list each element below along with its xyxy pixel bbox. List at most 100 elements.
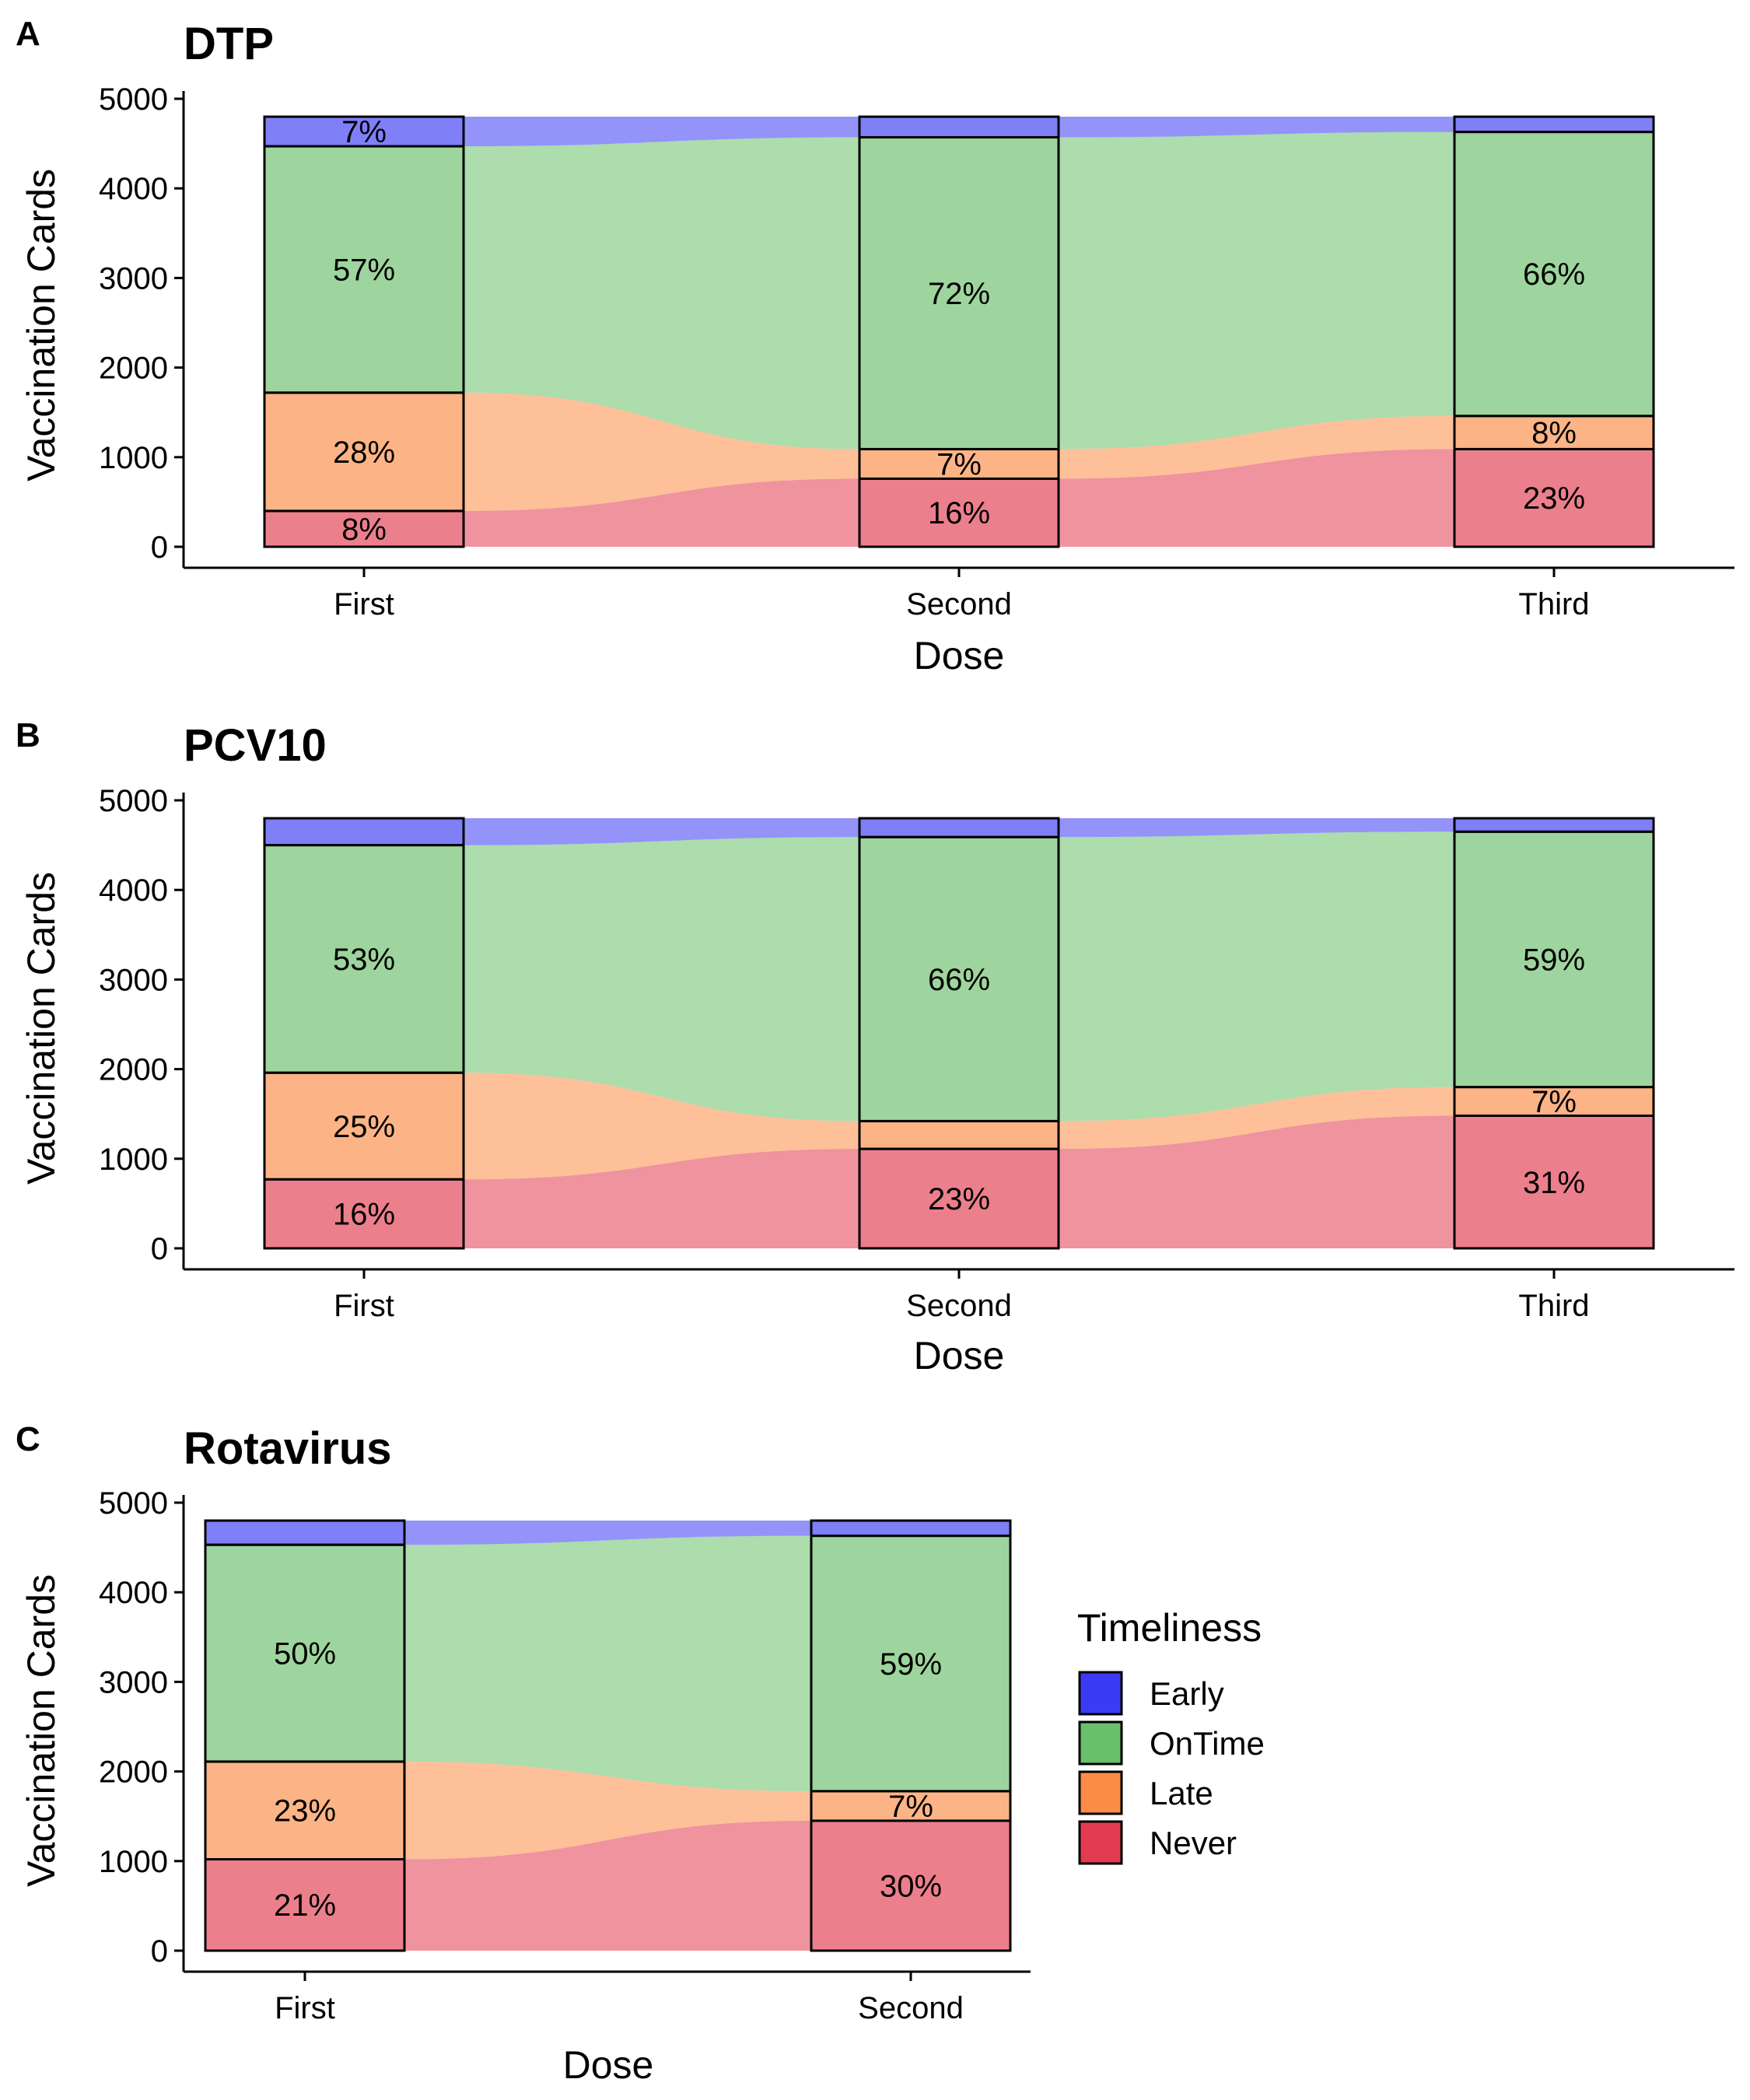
- bar-segment-never-third: [1453, 1115, 1655, 1250]
- y-tick-label: 2000: [99, 352, 168, 386]
- flow-early-first-to-second: [464, 117, 859, 147]
- bar-segment-late-first: [263, 391, 465, 513]
- axes-c: 0 1000 2000 3000 4000 5000 First Second: [99, 1486, 1031, 2025]
- flow-never-second-to-third: [1059, 449, 1454, 547]
- flow-ontime-second-to-third: [1059, 131, 1454, 450]
- flow-ontime-first-to-second: [404, 1535, 811, 1791]
- x-tick-label-first: First: [334, 1289, 394, 1323]
- bar-segment-ontime-first: [263, 145, 465, 394]
- y-tick-label: 5000: [99, 1486, 168, 1521]
- panel-title-a: DTP: [184, 19, 274, 69]
- legend-item-ontime: OnTime: [1078, 1720, 1265, 1766]
- flow-early-first-to-second: [464, 818, 859, 845]
- legend-label-early: Early: [1150, 1675, 1224, 1712]
- y-tick-label: 3000: [99, 261, 168, 296]
- pct-label-never-second: 23%: [928, 1182, 990, 1216]
- pct-label-never-first: 8%: [341, 513, 387, 547]
- pct-label-ontime-second: 72%: [928, 277, 990, 311]
- y-tick-label: 4000: [99, 172, 168, 206]
- pct-label-ontime-first: 50%: [274, 1637, 336, 1671]
- bar-segment-late-third: [1453, 1086, 1655, 1118]
- bar-segment-late-second: [858, 1119, 1060, 1150]
- bar-segment-early-first: [204, 1519, 406, 1546]
- flow-ontime-second-to-third: [1059, 831, 1454, 1122]
- panel-letter-b: B: [16, 716, 40, 754]
- flow-never-first-to-second: [464, 478, 859, 547]
- y-tick-label: 1000: [99, 441, 168, 475]
- bar-segment-early-second: [858, 817, 1060, 838]
- legend-item-never: Never: [1078, 1820, 1237, 1865]
- panel-title-b: PCV10: [184, 720, 327, 771]
- flow-late-first-to-second: [464, 1073, 859, 1180]
- y-axis-title-b: Vaccination Cards: [19, 872, 63, 1185]
- axes-a: 0 1000 2000 3000 4000 5000 First Second Third: [99, 82, 1734, 621]
- bar-segment-ontime-second: [858, 136, 1060, 450]
- y-tick-label: 5000: [99, 82, 168, 117]
- bar-segment-late-first: [204, 1760, 406, 1860]
- pct-label-never-third: 23%: [1523, 481, 1585, 516]
- bar-segment-late-first: [263, 1071, 465, 1181]
- y-axis-title-a: Vaccination Cards: [19, 169, 63, 481]
- panel-c: C Rotavirus 21% 23% 50% 30% 7% 59% 0 1000 2000 3…: [16, 1420, 1031, 2087]
- legend-swatch-late: [1078, 1770, 1123, 1815]
- pct-label-ontime-second: 66%: [928, 963, 990, 997]
- bar-segment-ontime-first: [263, 844, 465, 1074]
- bars-c: 21% 23% 50% 30% 7% 59%: [204, 1519, 1012, 1952]
- pct-label-late-third: 8%: [1531, 416, 1577, 450]
- bar-segment-late-second: [810, 1790, 1012, 1822]
- flow-late-second-to-third: [1059, 1087, 1454, 1150]
- y-tick-label: 2000: [99, 1053, 168, 1087]
- y-tick-label: 4000: [99, 873, 168, 908]
- bars-a: 8% 28% 57% 7% 16% 7% 72% 23% 8% 66%: [263, 115, 1655, 548]
- legend: Timeliness Early OnTime Late Never: [1077, 1606, 1265, 1865]
- flows-a: [464, 117, 1454, 547]
- flow-ontime-first-to-second: [464, 837, 859, 1122]
- bar-segment-early-third: [1453, 115, 1655, 134]
- x-axis-title-b: Dose: [914, 1334, 1005, 1377]
- bar-segment-early-second: [858, 115, 1060, 139]
- bars-b: 16% 25% 53% 23% 66% 31% 7% 59%: [263, 817, 1655, 1250]
- bar-segment-ontime-first: [204, 1543, 406, 1763]
- y-tick-label: 3000: [99, 963, 168, 997]
- bar-segment-early-first: [263, 115, 465, 148]
- y-tick-label: 0: [151, 530, 168, 565]
- pct-label-ontime-second: 59%: [880, 1647, 942, 1682]
- x-tick-label-third: Third: [1518, 1289, 1589, 1323]
- flows-c: [404, 1521, 811, 1951]
- pct-label-late-second: 7%: [888, 1790, 933, 1824]
- pct-label-late-second: 7%: [936, 447, 982, 481]
- y-tick-label: 1000: [99, 1845, 168, 1879]
- x-axis-title-c: Dose: [563, 2043, 654, 2087]
- y-tick-label: 0: [151, 1232, 168, 1266]
- bar-segment-early-first: [263, 817, 465, 847]
- legend-swatch-never: [1078, 1820, 1123, 1865]
- flow-early-second-to-third: [1059, 117, 1454, 138]
- bar-segment-ontime-second: [858, 835, 1060, 1122]
- flow-never-first-to-second: [404, 1820, 811, 1951]
- pct-label-early-first: 7%: [341, 115, 387, 149]
- flow-never-first-to-second: [464, 1149, 859, 1248]
- flows-b: [464, 818, 1454, 1248]
- bar-segment-late-second: [858, 447, 1060, 480]
- x-tick-label-second: Second: [858, 1991, 964, 2025]
- y-tick-label: 2000: [99, 1755, 168, 1790]
- bar-segment-early-second: [810, 1519, 1012, 1538]
- flow-late-first-to-second: [404, 1761, 811, 1860]
- x-axis-title-a: Dose: [914, 634, 1005, 677]
- pct-label-late-first: 23%: [274, 1794, 336, 1829]
- bar-segment-never-first: [263, 509, 465, 548]
- bar-segment-ontime-third: [1453, 830, 1655, 1089]
- legend-label-ontime: OnTime: [1150, 1725, 1265, 1762]
- bar-segment-early-third: [1453, 817, 1655, 833]
- pct-label-late-first: 25%: [333, 1110, 395, 1144]
- panel-letter-c: C: [16, 1420, 40, 1458]
- x-tick-label-third: Third: [1518, 587, 1589, 621]
- panel-title-c: Rotavirus: [184, 1423, 392, 1474]
- pct-label-ontime-first: 53%: [333, 943, 395, 977]
- bar-segment-never-third: [1453, 447, 1655, 548]
- axes-b: 0 1000 2000 3000 4000 5000 First Second Third: [99, 784, 1734, 1323]
- legend-title: Timeliness: [1077, 1606, 1262, 1650]
- y-tick-label: 5000: [99, 784, 168, 818]
- pct-label-never-second: 30%: [880, 1869, 942, 1903]
